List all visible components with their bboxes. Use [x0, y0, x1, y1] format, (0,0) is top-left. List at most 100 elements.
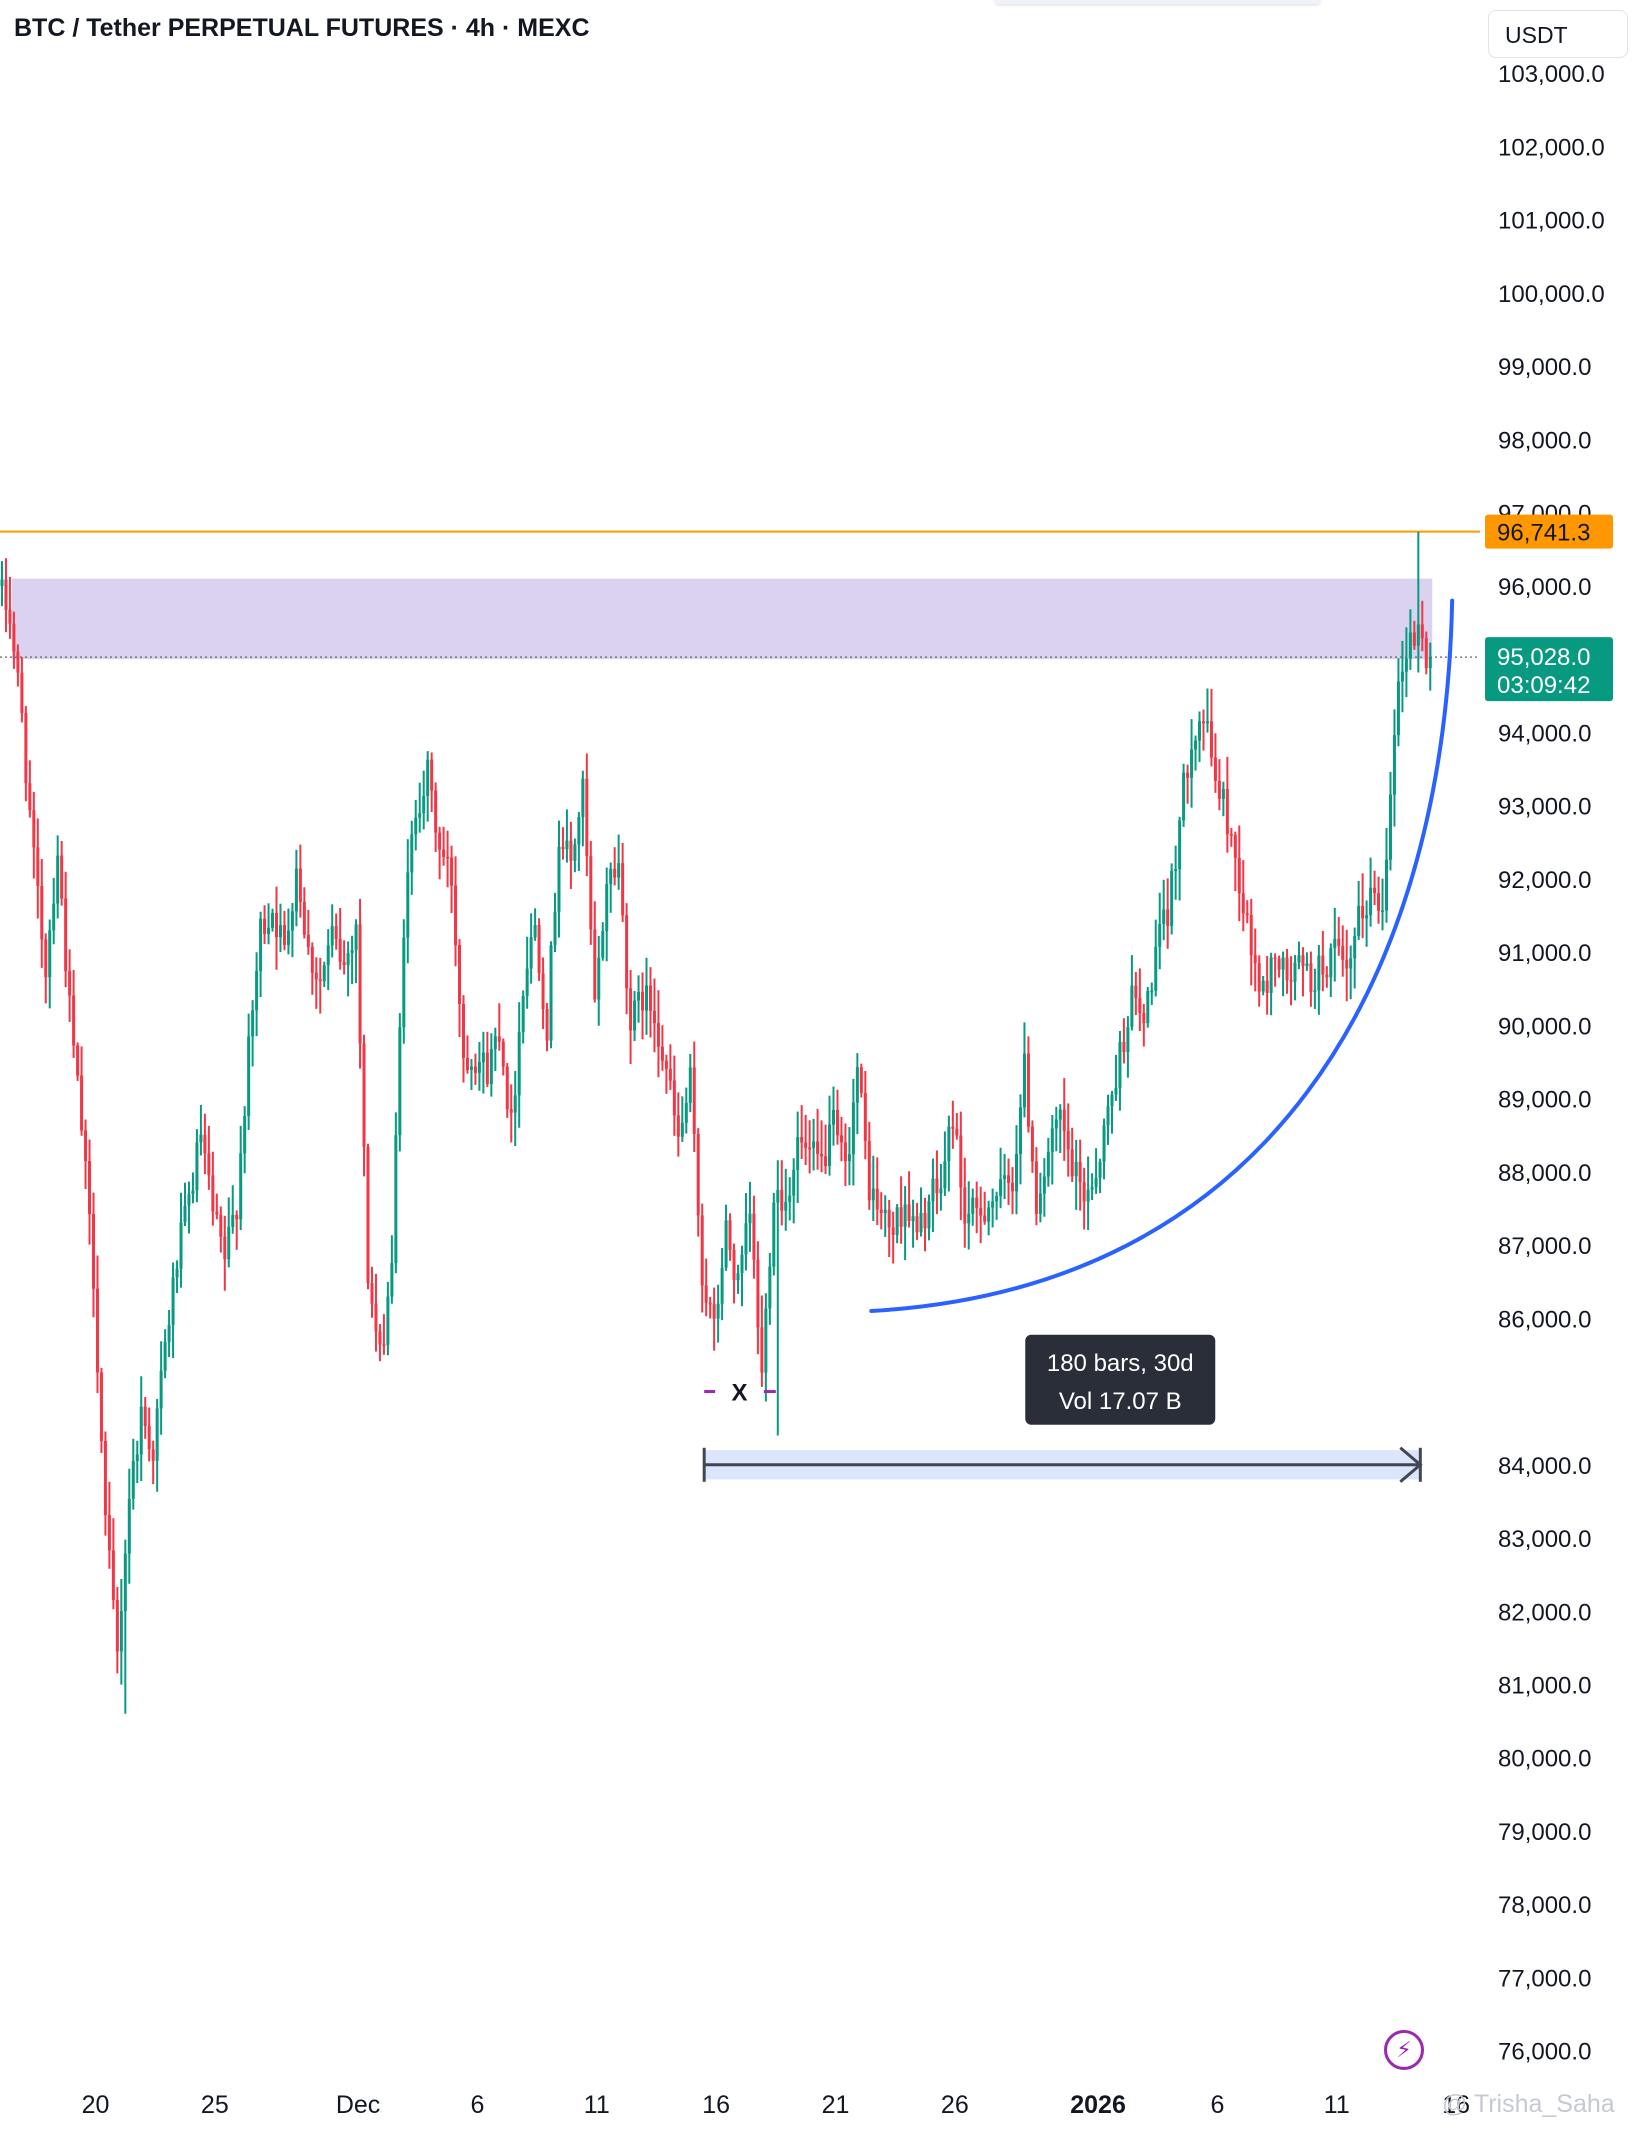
lightning-icon[interactable]: ⚡ — [1384, 2030, 1424, 2070]
candle-body — [800, 1137, 804, 1143]
candle-body — [1205, 721, 1209, 724]
price-tick-label: 84,000.0 — [1498, 1453, 1591, 1480]
candle-body — [1408, 632, 1412, 659]
candle-body — [1007, 1175, 1011, 1183]
candle-body — [203, 1134, 207, 1154]
price-tick-label: 96,000.0 — [1498, 574, 1591, 601]
candle-body — [64, 898, 68, 972]
candle-body — [286, 930, 290, 945]
candle-body — [744, 1223, 748, 1255]
candle-body — [211, 1175, 215, 1212]
candle-body — [553, 911, 557, 946]
candle-body — [1058, 1109, 1062, 1120]
candle-body — [143, 1406, 147, 1427]
candle-body — [907, 1204, 911, 1222]
candle-body — [509, 1109, 513, 1113]
candle-body — [1213, 757, 1217, 781]
candle-body — [1178, 820, 1182, 870]
candle-body — [1201, 721, 1205, 724]
candle-body — [859, 1067, 863, 1094]
candle-body — [386, 1296, 390, 1346]
candle-body — [40, 885, 44, 940]
time-tick-label: 21 — [822, 2091, 850, 2119]
candle-body — [712, 1304, 716, 1319]
candle-body — [1070, 1149, 1074, 1177]
candle-body — [911, 1216, 915, 1222]
candle-body — [322, 965, 326, 982]
candle-body — [617, 863, 621, 878]
candle-body — [756, 1259, 760, 1328]
candle-body — [1396, 681, 1400, 736]
candle-body — [183, 1205, 187, 1223]
candle-body — [672, 1080, 676, 1116]
candle-body — [1138, 997, 1142, 1013]
candle-body — [688, 1067, 692, 1103]
candle-body — [1182, 772, 1186, 821]
bar-countdown-label: 03:09:42 — [1497, 672, 1590, 699]
candle-body — [1257, 963, 1261, 992]
candle-body — [346, 953, 350, 966]
candle-body — [16, 651, 20, 673]
candle-body — [1404, 658, 1408, 672]
candle-body — [259, 918, 263, 971]
candle-body — [648, 985, 652, 1011]
candle-body — [1281, 957, 1285, 970]
candle-body — [521, 995, 525, 1033]
candle-body — [99, 1372, 103, 1441]
candle-body — [294, 868, 298, 912]
price-tick-label: 100,000.0 — [1498, 281, 1605, 308]
time-axis: 20 25 Dec 6 11 16 21 26 2026 6 11 16 — [82, 2091, 1470, 2119]
candle-body — [24, 713, 28, 784]
price-tick-label: 103,000.0 — [1498, 61, 1605, 88]
candle-body — [489, 1049, 493, 1085]
candle-body — [684, 1102, 688, 1123]
candle-body — [545, 1009, 549, 1041]
candle-body — [88, 1161, 92, 1214]
candle-body — [995, 1196, 999, 1202]
candle-body — [875, 1188, 879, 1210]
candle-body — [927, 1201, 931, 1229]
candle-body — [1381, 910, 1385, 912]
candle-body — [195, 1142, 199, 1191]
candle-body — [123, 1553, 127, 1612]
candle-body — [4, 579, 8, 610]
candle-body — [1142, 1012, 1146, 1024]
candle-body — [314, 972, 318, 980]
candle-body — [513, 1095, 517, 1113]
candle-body — [641, 991, 645, 1011]
candle-body — [967, 1213, 971, 1224]
candle-body — [1353, 935, 1357, 959]
candle-body — [151, 1449, 155, 1461]
candle-body — [808, 1147, 812, 1150]
candle-body — [561, 846, 565, 850]
candle-body — [963, 1187, 967, 1224]
candle-body — [835, 1110, 839, 1136]
candle-body — [1018, 1107, 1022, 1154]
candle-body — [163, 1341, 167, 1371]
candle-body — [915, 1216, 919, 1233]
currency-selector[interactable]: USDT — [1488, 10, 1628, 58]
price-tick-label: 99,000.0 — [1498, 354, 1591, 381]
candle-body — [402, 937, 406, 1028]
candle-body — [390, 1263, 394, 1297]
candle-body — [20, 672, 24, 714]
date-range-bars-label: 180 bars, 30d — [1047, 1350, 1194, 1377]
candle-body — [1106, 1106, 1110, 1126]
candle-body — [179, 1222, 183, 1269]
candle-body — [465, 1058, 469, 1070]
candle-body — [56, 855, 60, 904]
candle-body — [1373, 887, 1377, 894]
candle-body — [716, 1303, 720, 1319]
candle-body — [704, 1285, 708, 1303]
candle-body — [1102, 1125, 1106, 1162]
candle-body — [227, 1226, 231, 1260]
candle-body — [358, 924, 362, 1044]
candle-body — [939, 1188, 943, 1194]
drag-handle[interactable] — [995, 0, 1320, 4]
candle-body — [1098, 1161, 1102, 1178]
candle-body — [1349, 958, 1353, 969]
candle-body — [155, 1408, 159, 1461]
candle-body — [637, 991, 641, 1001]
candle-body — [501, 1041, 505, 1067]
